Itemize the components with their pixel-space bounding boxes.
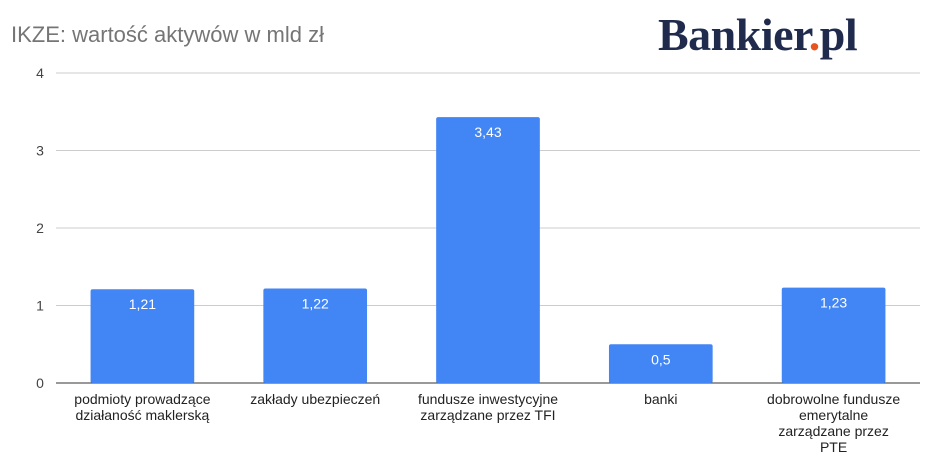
bar[interactable] [436,117,540,384]
logo-name: Bankier [658,9,809,60]
data-label: 0,5 [651,351,671,367]
data-label: 1,21 [129,296,156,312]
y-tick-label: 2 [36,220,44,236]
x-axis-categories: podmioty prowadzące działaność maklerską z… [74,391,900,455]
y-axis-ticks: 0 1 2 3 4 [36,65,44,391]
category-label: dobrowolne fundusze emerytalne zarządzane … [767,391,900,455]
category-label: banki [644,391,677,407]
y-tick-label: 1 [36,298,44,314]
bankier-logo[interactable]: Bankier.pl [658,8,858,61]
data-label: 1,23 [820,295,847,311]
y-tick-label: 3 [36,143,44,159]
chart-title: IKZE: wartość aktywów w mld zł [11,22,324,47]
category-label: zakłady ubezpieczeń [250,391,380,407]
logo-suffix: pl [819,9,858,60]
bar[interactable] [608,344,713,383]
y-tick-label: 4 [36,65,44,81]
category-label: fundusze inwestycyjne zarządzane przez TF… [418,391,558,423]
bar[interactable] [90,289,195,383]
data-label: 1,22 [302,295,329,311]
logo-dot: . [808,9,821,60]
bar[interactable] [781,287,886,383]
category-label: podmioty prowadzące działaność maklerską [74,391,210,423]
data-label: 3,43 [474,124,501,140]
bar[interactable] [263,288,368,383]
y-tick-label: 0 [36,375,44,391]
bars [90,117,886,384]
data-labels: 1,21 1,22 3,43 0,5 1,23 [129,124,848,367]
